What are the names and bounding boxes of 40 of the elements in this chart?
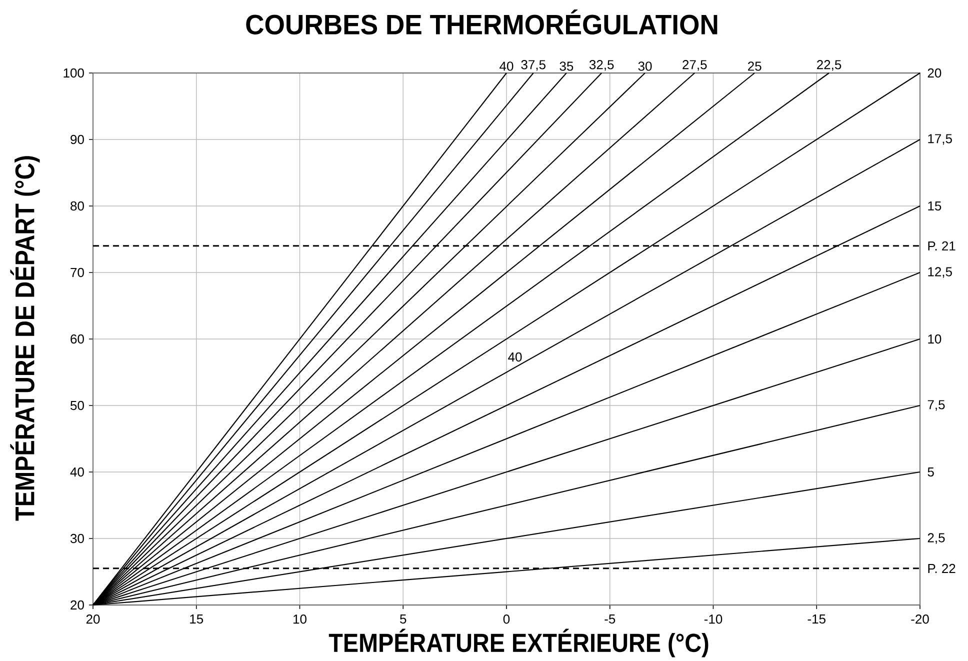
series-label: 40 bbox=[500, 62, 514, 71]
x-tick-label: 20 bbox=[86, 614, 100, 624]
series-label: 15 bbox=[928, 201, 942, 211]
y-tick-label: 90 bbox=[70, 134, 84, 144]
series-label: 7,5 bbox=[928, 400, 945, 411]
series-label: 35 bbox=[560, 62, 574, 71]
x-tick-label: 5 bbox=[400, 614, 406, 624]
y-tick-label: 40 bbox=[70, 467, 84, 477]
x-tick-label: -15 bbox=[808, 614, 826, 624]
series-label: 2,5 bbox=[928, 533, 945, 544]
series-label: 17,5 bbox=[928, 134, 952, 145]
x-tick-label: 15 bbox=[190, 614, 204, 624]
x-tick-label: 0 bbox=[503, 614, 510, 624]
y-tick-label: 50 bbox=[70, 400, 84, 410]
x-tick-label: -10 bbox=[704, 614, 722, 624]
annotation: 40 bbox=[508, 352, 522, 362]
series-label: 10 bbox=[928, 334, 942, 344]
series-label: 30 bbox=[638, 62, 652, 71]
y-tick-label: 30 bbox=[70, 534, 84, 544]
y-tick-label: 80 bbox=[70, 201, 84, 211]
series-label: 32,5 bbox=[589, 60, 614, 71]
x-tick-label: -20 bbox=[911, 614, 929, 624]
y-axis-title: TEMPÉRATURE DE DÉPART (°C) bbox=[10, 156, 40, 521]
series-label: 12,5 bbox=[928, 267, 952, 278]
y-tick-label: 60 bbox=[70, 334, 84, 344]
series-label: 5 bbox=[928, 467, 934, 477]
x-tick-label: -5 bbox=[604, 614, 616, 624]
series-label: 37,5 bbox=[521, 60, 546, 71]
series-label: 20 bbox=[928, 68, 942, 78]
y-tick-label: 100 bbox=[64, 68, 84, 78]
y-tick-label: 20 bbox=[70, 600, 84, 610]
chart-title: COURBES DE THERMORÉGULATION bbox=[246, 9, 718, 35]
x-tick-label: 10 bbox=[294, 614, 306, 624]
ref-line-label: P. 21 bbox=[928, 241, 956, 250]
series-label: 22,5 bbox=[817, 60, 842, 71]
series-label: 27,5 bbox=[682, 60, 707, 71]
series-label: 25 bbox=[748, 62, 762, 71]
y-tick-label: 70 bbox=[70, 268, 84, 278]
ref-line-label: P. 22 bbox=[928, 564, 956, 573]
x-axis-title: TEMPÉRATURE EXTÉRIEURE (°C) bbox=[328, 628, 708, 658]
